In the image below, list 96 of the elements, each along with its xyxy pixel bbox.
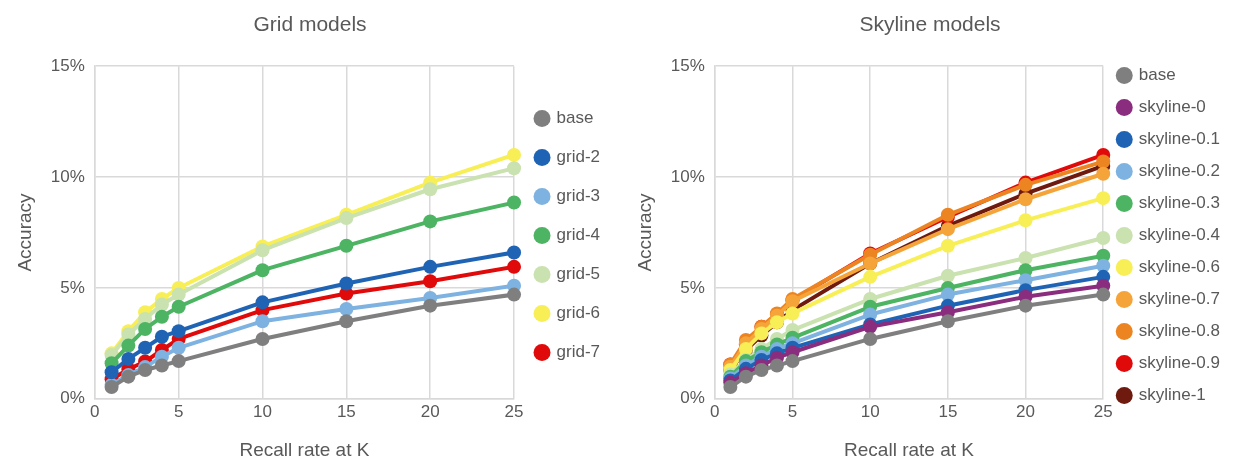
y-tick-label: 15% (670, 55, 705, 75)
point (507, 287, 522, 302)
y-tick-label: 0% (680, 388, 705, 408)
legend-label: skyline-0.6 (1138, 257, 1221, 277)
point (121, 351, 136, 366)
point (154, 309, 169, 324)
point (507, 245, 522, 260)
point (154, 297, 169, 312)
point (339, 211, 354, 226)
y-tick-label: 15% (50, 55, 85, 75)
y-tick-label: 5% (680, 277, 705, 297)
x-tick-label: 10 (860, 401, 880, 421)
x-tick-label: 0 (90, 401, 100, 421)
point (171, 287, 186, 302)
y-tick-label: 5% (60, 277, 85, 297)
legend-label: skyline-0.7 (1138, 289, 1221, 309)
point (339, 302, 354, 316)
point (104, 365, 119, 380)
x-axis-title: Recall rate at K (239, 438, 370, 460)
legend-label: skyline-0.4 (1138, 225, 1221, 245)
point (1096, 231, 1111, 246)
x-tick-label: 15 (938, 401, 958, 421)
x-tick-label: 25 (504, 401, 524, 421)
point (1018, 251, 1033, 265)
point (255, 263, 270, 278)
point (723, 380, 738, 395)
point (785, 354, 800, 369)
y-axis-title: Accuracy (633, 192, 655, 272)
point (1018, 213, 1033, 228)
chart-title: Skyline models (859, 12, 1001, 36)
legend-label: skyline-0.1 (1138, 129, 1221, 149)
legend-label: skyline-0.2 (1138, 161, 1221, 181)
point (255, 314, 270, 329)
x-tick-label: 20 (420, 401, 440, 421)
point (154, 358, 169, 373)
x-tick-label: 20 (1016, 401, 1036, 421)
point (1018, 192, 1033, 207)
point (339, 276, 354, 291)
legend-label: skyline-0.9 (1138, 353, 1221, 373)
legend-label: base (1138, 65, 1176, 85)
point (255, 243, 270, 258)
point (940, 238, 955, 253)
point (423, 298, 438, 313)
point (507, 259, 522, 274)
point (138, 340, 153, 355)
x-tick-label: 10 (253, 401, 272, 421)
y-tick-label: 10% (670, 166, 705, 186)
x-tick-label: 5 (787, 401, 798, 421)
y-axis-title: Accuracy (13, 192, 35, 272)
legend-label: skyline-0.3 (1138, 193, 1221, 213)
point (940, 222, 955, 237)
legend-label: skyline-0 (1138, 97, 1206, 117)
legend-label: skyline-0.8 (1138, 321, 1221, 341)
point (339, 314, 354, 329)
point (940, 314, 955, 329)
point (423, 182, 438, 197)
point (339, 238, 354, 253)
y-tick-label: 10% (50, 166, 85, 186)
point (863, 269, 878, 284)
point (154, 329, 169, 344)
x-tick-label: 25 (1093, 401, 1113, 421)
point (171, 354, 186, 369)
point (1096, 287, 1111, 302)
point (171, 324, 186, 339)
x-tick-label: 15 (336, 401, 356, 421)
point (171, 299, 186, 314)
point (423, 274, 438, 289)
legend-label: grid-4 (556, 225, 601, 245)
point (863, 331, 878, 346)
point (507, 195, 522, 210)
chart-title: Grid models (253, 12, 367, 36)
legend-label: grid-2 (556, 147, 601, 167)
point (423, 259, 438, 274)
point (507, 147, 522, 162)
point (255, 331, 270, 346)
point (1096, 191, 1111, 206)
point (423, 214, 438, 229)
point (754, 362, 769, 377)
point (171, 340, 186, 355)
point (121, 338, 136, 353)
point (940, 268, 955, 283)
y-tick-label: 0% (60, 388, 85, 408)
x-tick-label: 0 (710, 401, 720, 421)
legend-label: grid-3 (556, 186, 601, 206)
legend-label: base (556, 108, 594, 128)
legend-label: grid-5 (556, 264, 601, 284)
x-axis-title: Recall rate at K (844, 438, 975, 460)
legend-label: skyline-1 (1138, 385, 1206, 405)
x-tick-label: 5 (173, 401, 184, 421)
legend-label: grid-6 (556, 303, 601, 323)
point (769, 358, 784, 373)
legend-label: grid-7 (556, 342, 601, 362)
point (255, 295, 270, 310)
point (507, 161, 522, 176)
point (1018, 298, 1033, 313)
point (138, 321, 153, 336)
